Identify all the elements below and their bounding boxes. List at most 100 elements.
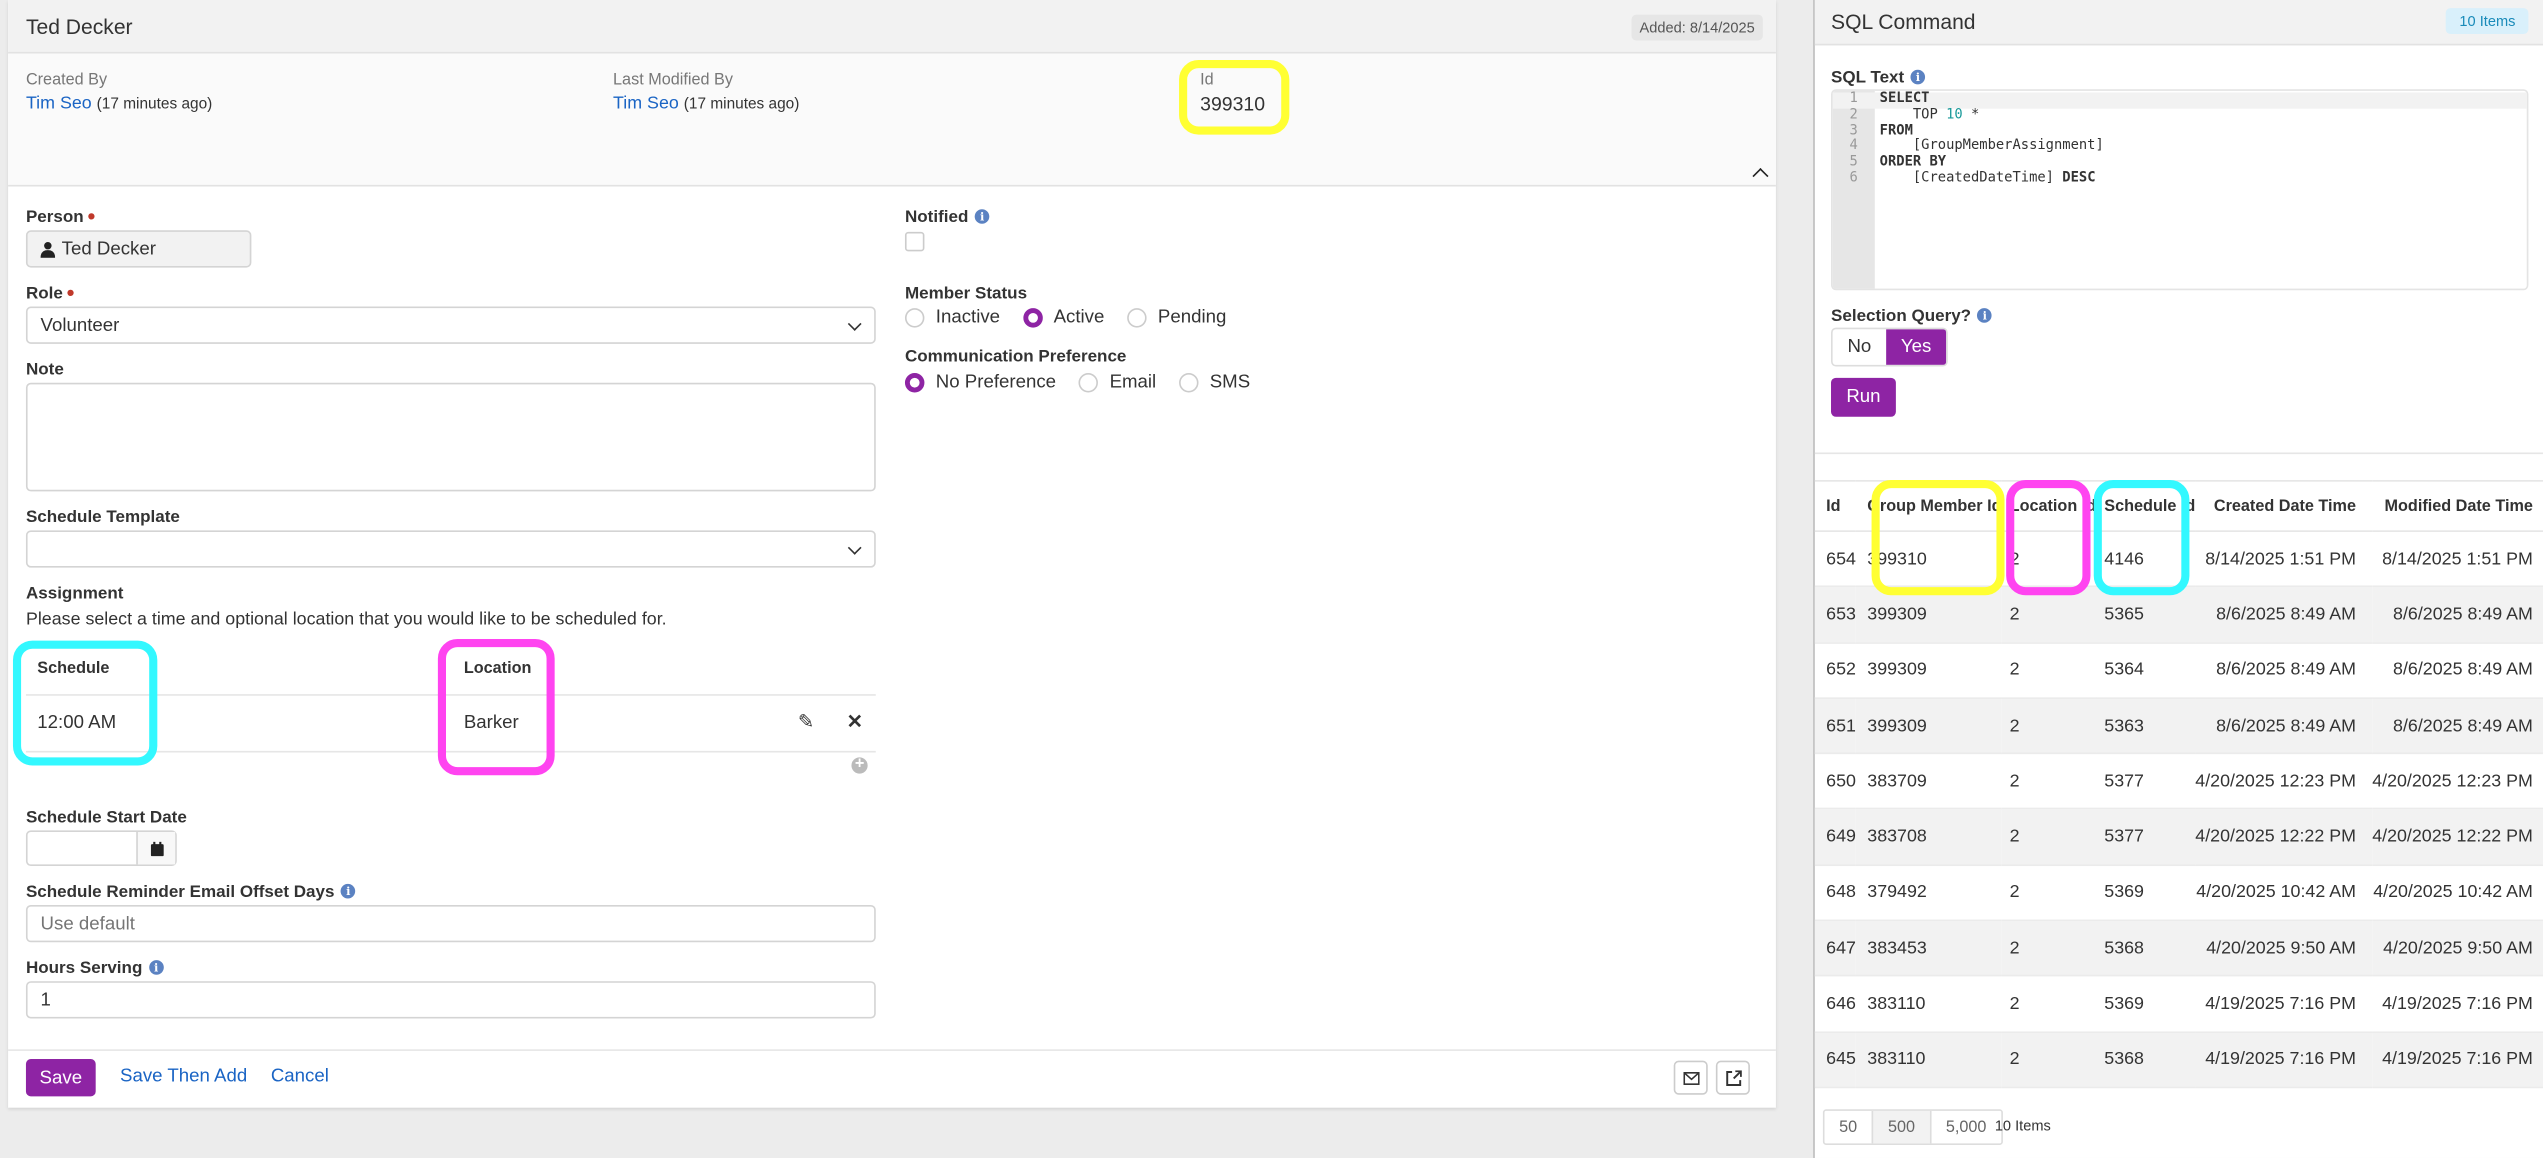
table-row[interactable]: 647 383453 2 5368 4/20/2025 9:50 AM 4/20/2025… [1814,920,2543,977]
open-external-button[interactable] [1715,1060,1750,1095]
run-button[interactable]: Run [1831,377,1896,417]
edit-pencil-icon[interactable]: ✎ [797,710,815,734]
table-cell: 399309 [1855,586,2002,644]
table-cell: 4/20/2025 12:22 PM [2372,809,2543,866]
table-cell: 8/6/2025 8:49 AM [2195,698,2373,755]
info-icon[interactable]: i [1910,69,1926,85]
info-icon[interactable]: i [974,209,990,224]
chevron-down-icon [847,540,862,554]
line-number: 3 [1849,122,1858,139]
reminder-offset-input[interactable] [25,904,876,943]
table-cell: 8/6/2025 8:49 AM [2372,698,2543,755]
schedule-template-select[interactable] [25,530,876,568]
modified-by-link[interactable]: Tim Seo [613,94,679,114]
table-cell: 2 [2001,864,2097,922]
table-cell: 8/6/2025 8:49 AM [2195,586,2373,644]
code-text: [GroupMemberAssignment] [1912,138,2104,155]
info-icon[interactable]: i [340,883,356,899]
radio-sms[interactable]: SMS [1178,373,1250,393]
table-cell: 4/19/2025 7:16 PM [2195,976,2373,1033]
column-header[interactable]: Created Date Time [2195,480,2373,532]
code-text: TOP 10 * [1912,106,1980,123]
table-row[interactable]: 652 399309 2 5364 8/6/2025 8:49 AM 8/6/2025 8… [1814,642,2543,699]
add-assignment-plus-icon[interactable]: + [851,757,868,774]
toggle-yes[interactable]: Yes [1886,329,1947,365]
table-cell: 2 [2001,642,2097,699]
table-cell: 4/20/2025 9:50 AM [2372,920,2543,977]
delete-x-icon[interactable]: ✕ [846,710,863,734]
radio-circle [1022,308,1043,328]
items-badge: 10 Items [2446,8,2529,35]
save-then-add-link[interactable]: Save Then Add [120,1067,248,1087]
info-icon[interactable]: i [148,960,164,975]
table-cell: 2 [2001,976,2097,1033]
note-textarea[interactable] [25,382,876,492]
table-cell: 383453 [1855,920,2002,977]
table-cell: 8/6/2025 8:49 AM [2195,642,2373,699]
table-row[interactable]: 646 383110 2 5369 4/19/2025 7:16 PM 4/19/2025… [1814,976,2543,1033]
table-cell: 2 [2001,753,2097,811]
save-button[interactable]: Save [25,1059,96,1097]
table-cell: 647 [1814,920,1856,977]
person-picker[interactable]: Ted Decker [25,230,252,268]
radio-label: Pending [1157,308,1227,328]
page-size-option[interactable]: 500 [1871,1110,1930,1144]
schedule-start-date-input[interactable] [25,830,177,867]
sql-editor[interactable]: 1 SELECT 2 TOP 10 * 3 FROM 4 [GroupMemberAssi… [1831,89,2529,291]
radio-pending[interactable]: Pending [1127,308,1227,328]
note-label: Note [25,360,64,380]
column-header[interactable]: Id [1814,480,1856,532]
column-header[interactable]: Schedule Id [2096,480,2196,532]
radio-email[interactable]: Email [1078,373,1156,393]
radio-no-preference[interactable]: No Preference [904,373,1056,393]
table-row[interactable]: 650 383709 2 5377 4/20/2025 12:23 PM 4/20/202… [1814,753,2543,811]
radio-inactive[interactable]: Inactive [904,308,1000,328]
created-by-label: Created By [25,71,108,90]
col-schedule: Schedule [37,660,110,678]
code-line: 5 ORDER BY [1833,155,2527,172]
table-row[interactable]: 649 383708 2 5377 4/20/2025 12:22 PM 4/20/202… [1814,809,2543,866]
table-cell: 650 [1814,753,1856,811]
table-cell: 646 [1814,976,1856,1033]
notified-checkbox[interactable] [904,231,925,252]
toggle-no[interactable]: No [1847,337,1872,357]
cancel-link[interactable]: Cancel [270,1067,329,1087]
created-by-link[interactable]: Tim Seo [25,94,92,114]
table-row[interactable]: 653 399309 2 5365 8/6/2025 8:49 AM 8/6/2025 8… [1814,586,2543,644]
page-size-option[interactable]: 5,000 [1929,1110,2001,1144]
table-row[interactable]: 654 399310 2 4146 8/14/2025 1:51 PM 8/14/2025… [1814,531,2543,588]
table-row[interactable]: 648 379492 2 5369 4/20/2025 10:42 AM 4/20/202… [1814,864,2543,922]
modified-by-label: Last Modified By [613,71,733,90]
created-by-ago: (17 minutes ago) [96,95,213,114]
table-row[interactable]: 645 383110 2 5368 4/19/2025 7:16 PM 4/19/2025… [1814,1031,2543,1089]
table-cell: 648 [1814,864,1856,922]
email-button[interactable] [1673,1060,1708,1095]
collapse-chevron-up-icon[interactable] [1752,167,1769,184]
table-cell: 4/19/2025 7:16 PM [2195,1031,2373,1089]
schedule-value: 12:00 AM [37,713,117,734]
assignment-description: Please select a time and optional locati… [25,609,667,630]
table-cell: 652 [1814,642,1856,699]
table-cell: 5369 [2096,976,2196,1033]
role-select[interactable]: Volunteer [25,306,876,344]
table-cell: 4/20/2025 12:23 PM [2195,753,2373,811]
code-line: 2 TOP 10 * [1833,106,2527,124]
page-size-option[interactable]: 50 [1839,1118,1858,1137]
column-header[interactable]: Modified Date Time [2372,480,2543,532]
sql-text-label: SQL Text [1831,68,1905,88]
table-cell: 2 [2001,586,2097,644]
radio-active[interactable]: Active [1022,308,1104,328]
radio-circle [1127,308,1147,328]
table-row[interactable]: 651 399309 2 5363 8/6/2025 8:49 AM 8/6/2025 8… [1814,698,2543,755]
table-cell: 8/14/2025 1:51 PM [2372,531,2543,588]
form-header: Ted Decker Added: 8/14/2025 [8,0,1776,54]
table-cell: 2 [2001,920,2097,977]
column-header[interactable]: Group Member Id [1855,480,2002,532]
calendar-icon[interactable] [136,831,176,865]
column-header[interactable]: Location Id [2001,480,2097,532]
modified-by-ago: (17 minutes ago) [683,95,800,114]
hours-serving-input[interactable]: 1 [25,981,876,1019]
table-cell: 654 [1814,531,1856,588]
info-icon[interactable]: i [1977,308,1993,323]
reminder-label: Schedule Reminder Email Offset Days [25,882,335,902]
